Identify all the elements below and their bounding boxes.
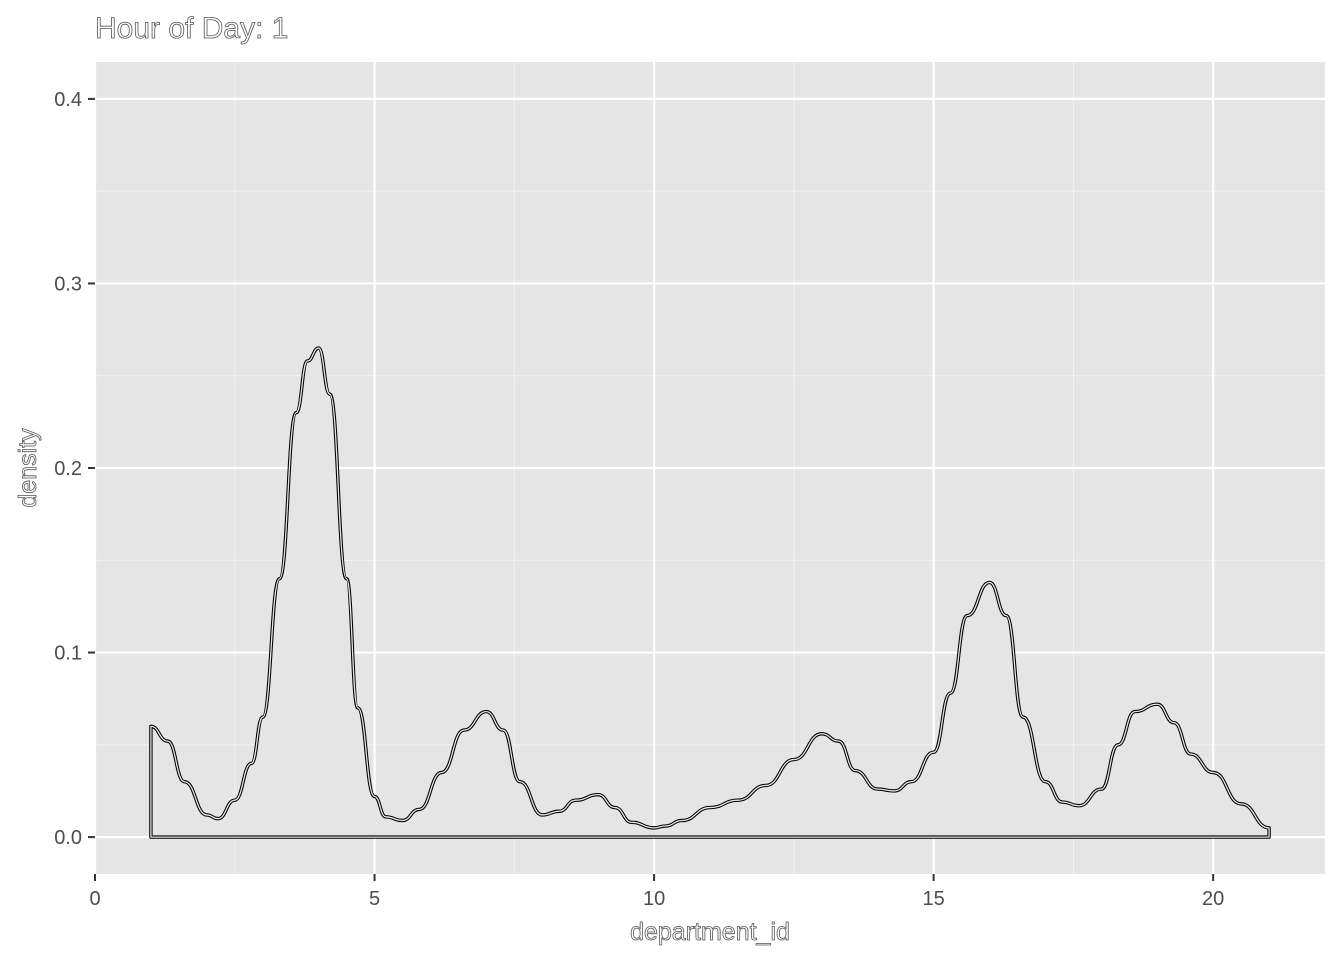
y-tick-label: 0.2 xyxy=(54,458,82,480)
x-tick-label: 15 xyxy=(923,888,945,910)
x-tick-label: 20 xyxy=(1202,888,1224,910)
y-tick-label: 0.0 xyxy=(54,827,82,849)
y-tick-label: 0.4 xyxy=(54,89,82,111)
chart-title: Hour of Day: 1 xyxy=(95,12,288,45)
density-outline-inner xyxy=(150,347,1270,838)
y-axis: 0.0 0.1 0.2 0.3 0.4 xyxy=(54,89,95,849)
x-tick-label: 5 xyxy=(369,888,380,910)
y-axis-title: density xyxy=(14,428,42,508)
x-tick-label: 10 xyxy=(643,888,665,910)
y-tick-label: 0.3 xyxy=(54,273,82,295)
x-axis-title: department_id xyxy=(630,918,790,946)
x-tick-label: 0 xyxy=(89,888,100,910)
x-axis: 0 5 10 15 20 xyxy=(89,874,1224,910)
density-layer xyxy=(149,346,1271,839)
y-tick-label: 0.1 xyxy=(54,643,82,665)
